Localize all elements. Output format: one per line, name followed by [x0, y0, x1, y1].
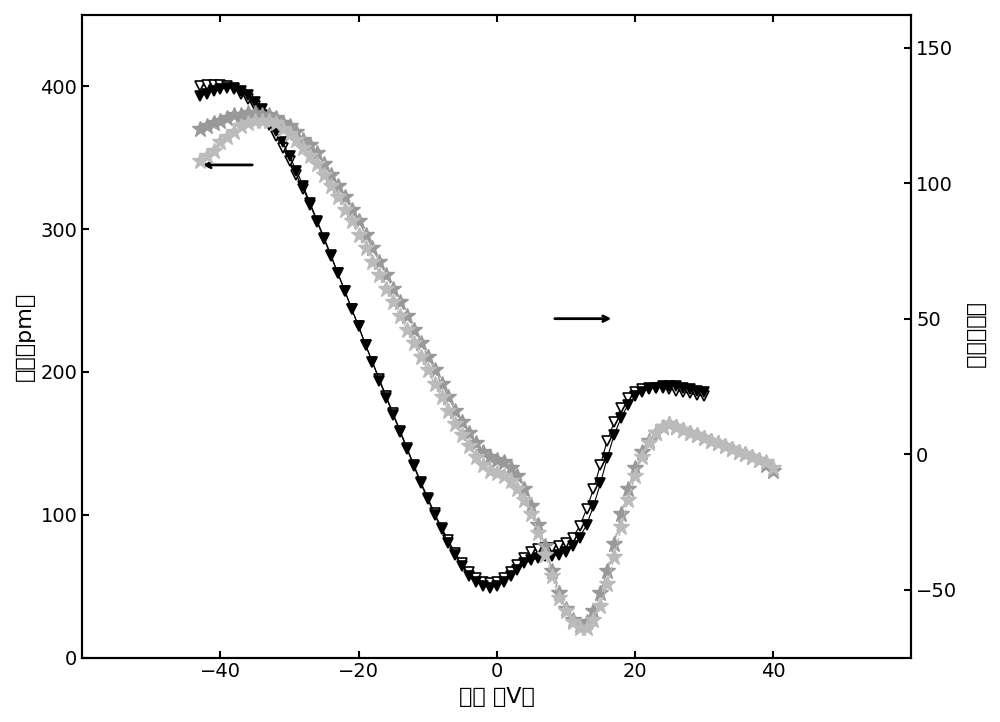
Y-axis label: 相位（度）: 相位（度） [965, 303, 985, 370]
Y-axis label: 振幅（pm）: 振幅（pm） [15, 292, 35, 381]
X-axis label: 电压 （V）: 电压 （V） [459, 687, 535, 707]
